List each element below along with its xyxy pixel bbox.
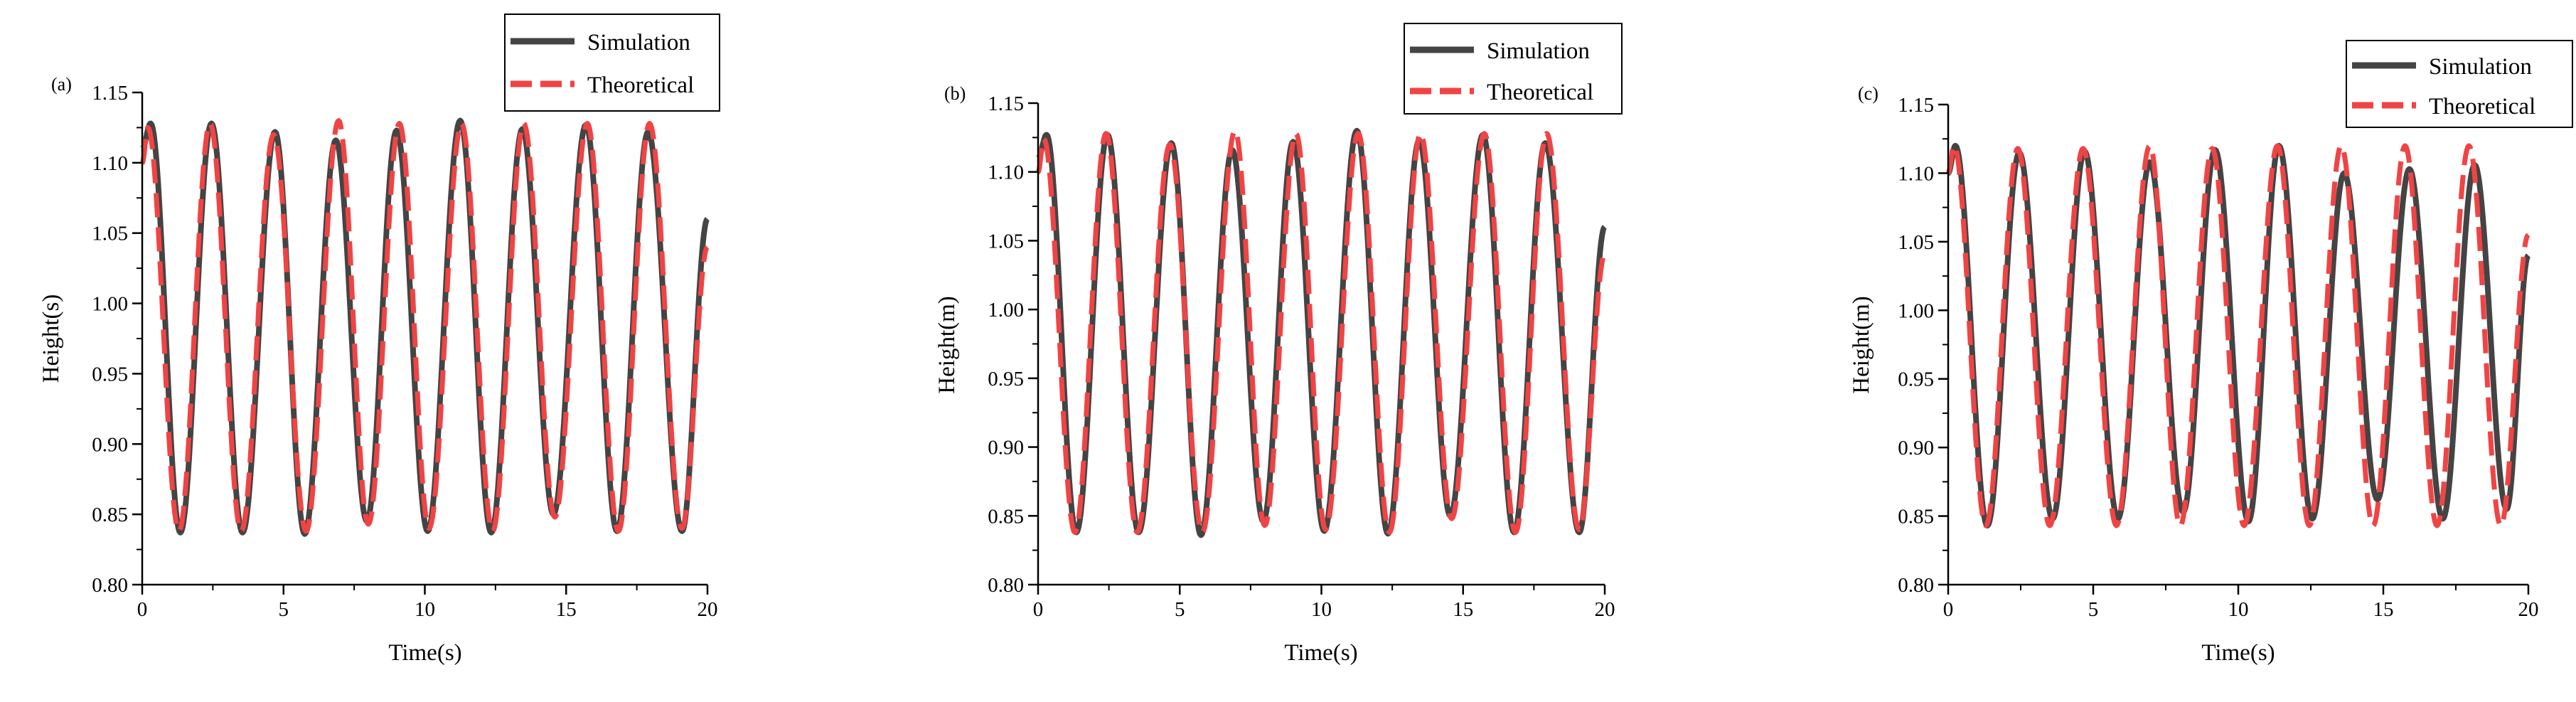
y-tick-label: 0.85 [988,505,1024,528]
x-tick-label: 15 [556,598,577,621]
legend: Simulation Theoretical [504,14,720,112]
y-tick-label: 1.10 [988,161,1024,184]
legend: Simulation Theoretical [2346,40,2573,128]
y-tick-label: 0.85 [92,504,128,526]
series-line-theoretical [1945,143,2530,528]
legend-box [504,14,720,112]
y-tick-label: 1.05 [1898,231,1934,254]
legend-label-theoretical: Theoretical [2429,94,2535,119]
y-tick-label: 0.80 [1898,574,1934,597]
y-tick-label: 1.00 [988,299,1024,321]
y-tick-label: 0.85 [1898,506,1934,528]
y-tick-label: 1.10 [92,152,128,175]
y-tick-label: 1.05 [988,230,1024,252]
y-tick-label: 0.80 [988,574,1024,597]
legend-label-simulation: Simulation [587,30,690,55]
x-tick-label: 20 [698,598,718,621]
x-tick-label: 0 [1033,598,1044,621]
panel-b: (b) Time(s) Height(m) 0 5 10 15 20 0.80 0.85 0.… [934,23,1623,666]
panel-label: (b) [944,83,966,104]
x-tick-label: 15 [1453,598,1473,621]
x-tick-label: 20 [2518,598,2539,621]
panel-label: (c) [1858,83,1878,104]
legend-label-simulation: Simulation [2429,54,2532,80]
y-tick-label: 1.00 [92,293,128,316]
x-tick-label: 10 [2228,598,2249,621]
x-axis-title: Time(s) [388,640,461,666]
x-tick-label: 20 [1595,598,1615,621]
x-tick-label: 5 [1175,598,1185,621]
y-tick-label: 0.80 [92,574,128,597]
x-tick-label: 0 [137,598,148,621]
x-tick-label: 5 [2088,598,2099,621]
legend-label-simulation: Simulation [1487,38,1590,64]
y-tick-label: 1.15 [988,92,1024,115]
y-axis-title: Height(s) [38,294,64,383]
y-tick-label: 0.90 [92,433,128,456]
series-line-theoretical [1035,128,1607,535]
y-tick-label: 0.90 [988,437,1024,459]
x-axis-title: Time(s) [2201,640,2275,666]
panel-a: (a) Time(s) Height(s) 0 5 10 15 20 0.80 0.85 0.… [38,14,720,666]
legend-box [1404,23,1623,115]
y-tick-label: 0.90 [1898,437,1934,459]
y-axis-title: Height(m) [934,296,960,393]
y-tick-label: 1.15 [92,82,128,105]
x-axis-title: Time(s) [1284,640,1357,666]
series-line-theoretical [139,118,710,534]
y-axis-title: Height(m) [1849,296,1874,393]
legend: Simulation Theoretical [1404,23,1623,115]
x-tick-label: 10 [415,598,435,621]
y-tick-label: 1.10 [1898,162,1934,185]
y-tick-label: 1.00 [1898,299,1934,322]
panel-c: (c) Time(s) Height(m) 0 5 10 15 20 0.80 0.85 0.… [1849,40,2573,666]
y-tick-label: 1.15 [1898,94,1934,117]
legend-label-theoretical: Theoretical [1487,80,1593,105]
y-tick-label: 0.95 [92,363,128,385]
x-tick-label: 5 [279,598,289,621]
x-tick-label: 15 [2373,598,2394,621]
panel-label: (a) [51,74,72,95]
legend-box [2346,40,2573,128]
y-tick-label: 0.95 [988,368,1024,390]
legend-label-theoretical: Theoretical [587,73,694,98]
x-tick-label: 10 [1311,598,1332,621]
y-tick-label: 1.05 [92,223,128,245]
y-tick-label: 0.95 [1898,368,1934,391]
x-tick-label: 0 [1943,598,1954,621]
